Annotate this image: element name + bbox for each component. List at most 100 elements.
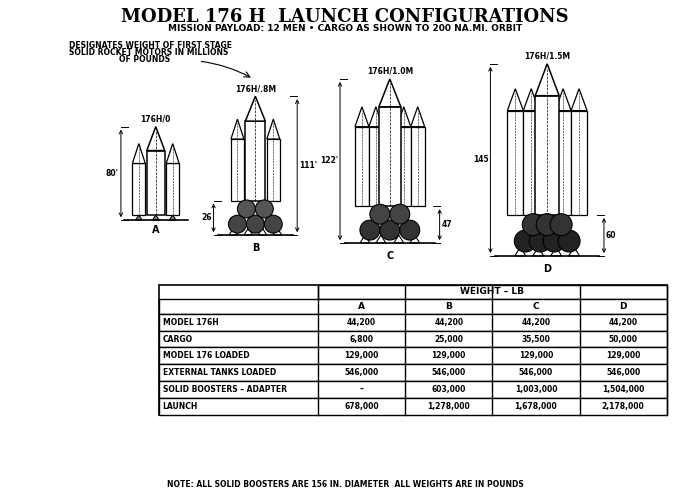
Polygon shape [135, 215, 142, 220]
Polygon shape [507, 88, 523, 110]
Bar [159, 364, 667, 382]
Text: A: A [152, 225, 160, 235]
Bar [369, 126, 383, 206]
Polygon shape [523, 88, 539, 110]
Polygon shape [244, 228, 253, 235]
Bar [159, 285, 667, 415]
Bar [159, 382, 667, 398]
Text: 145: 145 [473, 156, 489, 164]
Text: 26: 26 [201, 214, 211, 222]
Polygon shape [231, 119, 244, 139]
Polygon shape [146, 126, 164, 150]
Text: 678,000: 678,000 [344, 402, 379, 411]
Text: 603,000: 603,000 [432, 385, 466, 394]
Text: 176H/0: 176H/0 [140, 114, 171, 124]
Bar [523, 110, 539, 215]
Circle shape [370, 204, 390, 224]
Text: 176H/.8M: 176H/.8M [235, 84, 276, 94]
Bar [555, 110, 571, 215]
Text: 25,000: 25,000 [435, 334, 464, 344]
Text: MODEL 176 LOADED: MODEL 176 LOADED [163, 352, 249, 360]
Text: 1,003,000: 1,003,000 [515, 385, 557, 394]
Text: DESIGNATES WEIGHT OF FIRST STAGE: DESIGNATES WEIGHT OF FIRST STAGE [69, 41, 232, 50]
Text: LAUNCH: LAUNCH [163, 402, 198, 411]
Polygon shape [360, 235, 370, 243]
Text: 44,200: 44,200 [522, 318, 551, 326]
Text: 60: 60 [606, 231, 616, 240]
Polygon shape [267, 119, 280, 139]
Text: 50,000: 50,000 [609, 334, 638, 344]
Circle shape [558, 230, 580, 252]
Text: 176H/1.0M: 176H/1.0M [367, 67, 413, 76]
Circle shape [522, 214, 545, 236]
Polygon shape [167, 144, 179, 164]
Text: 129,000: 129,000 [519, 352, 553, 360]
Bar [410, 126, 425, 206]
Text: 129,000: 129,000 [345, 352, 379, 360]
Text: C: C [386, 251, 393, 261]
Circle shape [400, 220, 419, 240]
Circle shape [550, 214, 572, 236]
Text: –: – [360, 385, 363, 394]
Text: 129,000: 129,000 [432, 352, 466, 360]
Text: 129,000: 129,000 [606, 352, 641, 360]
Text: EXTERNAL TANKS LOADED: EXTERNAL TANKS LOADED [163, 368, 276, 378]
Text: B: B [446, 302, 453, 310]
Text: SOLID BOOSTERS – ADAPTER: SOLID BOOSTERS – ADAPTER [163, 385, 287, 394]
Circle shape [514, 230, 536, 252]
Circle shape [265, 215, 282, 233]
Polygon shape [169, 215, 176, 220]
Text: 1,678,000: 1,678,000 [515, 402, 558, 411]
Polygon shape [536, 64, 559, 96]
Polygon shape [569, 247, 580, 256]
Polygon shape [397, 107, 410, 126]
Text: 122': 122' [320, 156, 338, 166]
Bar [536, 96, 559, 215]
Text: 1,278,000: 1,278,000 [428, 402, 470, 411]
Circle shape [529, 230, 551, 252]
Text: D: D [543, 264, 551, 274]
Polygon shape [245, 96, 265, 121]
Text: 546,000: 546,000 [519, 368, 553, 378]
Text: 47: 47 [442, 220, 452, 229]
Polygon shape [152, 215, 159, 220]
Text: 80': 80' [106, 169, 119, 178]
Polygon shape [555, 88, 571, 110]
Text: MODEL 176H: MODEL 176H [163, 318, 218, 326]
Circle shape [247, 215, 265, 233]
Polygon shape [369, 107, 383, 126]
Text: 111': 111' [299, 161, 317, 170]
Polygon shape [376, 235, 386, 243]
Text: NOTE: ALL SOLID BOOSTERS ARE 156 IN. DIAMETER  ALL WEIGHTS ARE IN POUNDS: NOTE: ALL SOLID BOOSTERS ARE 156 IN. DIA… [167, 480, 523, 488]
Polygon shape [410, 235, 419, 243]
Bar [397, 126, 410, 206]
Polygon shape [551, 247, 562, 256]
Circle shape [229, 215, 247, 233]
Bar [159, 298, 667, 314]
Text: A: A [358, 302, 365, 310]
Text: D: D [619, 302, 627, 310]
Bar [379, 107, 401, 206]
Text: 2,178,000: 2,178,000 [602, 402, 645, 411]
Text: OF POUNDS: OF POUNDS [119, 55, 170, 64]
Bar [571, 110, 587, 215]
Text: CARGO: CARGO [163, 334, 193, 344]
Bar [231, 139, 244, 200]
Polygon shape [515, 247, 526, 256]
Text: 546,000: 546,000 [432, 368, 466, 378]
Bar [159, 330, 667, 347]
Bar [355, 126, 369, 206]
Text: 35,500: 35,500 [522, 334, 551, 344]
Text: MISSION PAYLOAD: 12 MEN • CARGO AS SHOWN TO 200 NA.MI. ORBIT: MISSION PAYLOAD: 12 MEN • CARGO AS SHOWN… [168, 24, 522, 34]
Polygon shape [133, 144, 145, 164]
Text: 1,504,000: 1,504,000 [602, 385, 644, 394]
Text: 546,000: 546,000 [345, 368, 379, 378]
Bar [267, 139, 280, 200]
Text: SOLID ROCKET MOTORS IN MILLIONS: SOLID ROCKET MOTORS IN MILLIONS [69, 48, 229, 57]
Polygon shape [273, 228, 282, 235]
Polygon shape [229, 228, 238, 235]
Text: 176H/1.5M: 176H/1.5M [524, 52, 570, 61]
Bar [507, 110, 523, 215]
Polygon shape [355, 107, 369, 126]
Text: WEIGHT – LB: WEIGHT – LB [460, 288, 524, 296]
